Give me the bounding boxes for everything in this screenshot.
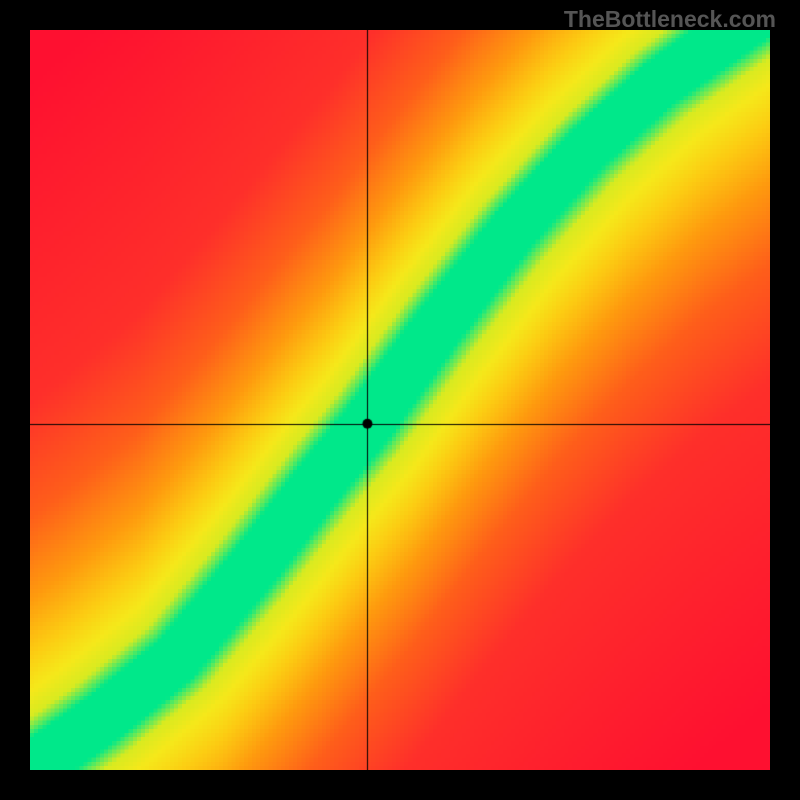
crosshair-overlay bbox=[30, 30, 770, 770]
watermark-text: TheBottleneck.com bbox=[564, 6, 776, 33]
